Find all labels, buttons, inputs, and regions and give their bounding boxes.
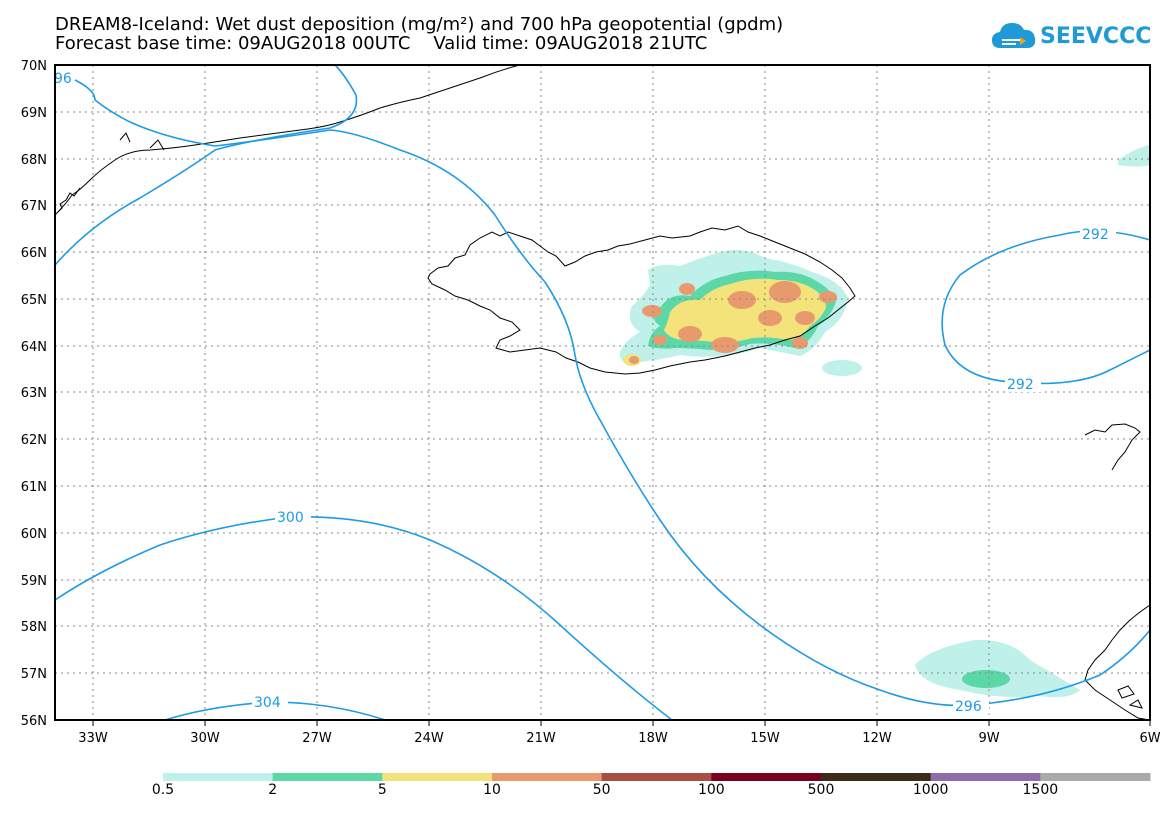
iceland-coast	[427, 225, 856, 375]
colorbar-swatch	[930, 773, 1041, 781]
lon-label: 6W	[1139, 731, 1160, 746]
colorbar-label: 50	[592, 782, 611, 798]
logo-text: SEEVCCC	[1040, 24, 1152, 49]
lon-label: 27W	[302, 731, 332, 746]
longitude-labels: 33W 30W 27W 24W 21W 18W 15W 12W 9W 6W	[78, 731, 1160, 746]
lat-label: 66N	[21, 246, 47, 261]
contour-label: 296	[955, 699, 982, 715]
colorbar-swatch	[601, 773, 712, 781]
lat-label: 65N	[21, 293, 47, 308]
lon-label: 15W	[750, 731, 780, 746]
map-title: DREAM8-Iceland: Wet dust deposition (mg/…	[55, 14, 784, 35]
lat-label: 59N	[21, 574, 47, 589]
contour-label: 304	[254, 695, 281, 711]
lon-label: 24W	[414, 731, 444, 746]
coastlines	[54, 64, 1151, 721]
contour-label: 292	[1082, 227, 1109, 243]
colorbar-label: 2	[268, 782, 278, 798]
colorbar-swatch	[821, 773, 932, 781]
lat-label: 69N	[21, 106, 47, 121]
greenland-coast	[54, 64, 521, 216]
colorbar-label: 0.5	[151, 782, 175, 798]
lat-label: 57N	[21, 667, 47, 682]
faroe-shetland-coast	[1084, 423, 1141, 471]
cloud-logo-icon	[992, 23, 1036, 48]
lon-label: 9W	[978, 731, 999, 746]
lat-label: 62N	[21, 433, 47, 448]
contour-label: 292	[1007, 377, 1034, 393]
lon-label: 12W	[862, 731, 892, 746]
lat-label: 67N	[21, 199, 47, 214]
colorbar-label: 500	[807, 782, 835, 798]
lon-label: 33W	[78, 731, 108, 746]
latitude-labels: 70N 69N 68N 67N 66N 65N 64N 63N 62N 61N …	[21, 59, 47, 729]
colorbar-swatch	[711, 773, 822, 781]
colorbar-swatch	[272, 773, 383, 781]
contour-labels: 96 292 292 300 304 296	[52, 68, 1116, 715]
dust-deposition-shading	[619, 145, 1150, 698]
colorbar-swatch	[492, 773, 603, 781]
geopotential-contours	[54, 64, 1151, 721]
lat-label: 64N	[21, 340, 47, 355]
colorbar-swatch	[382, 773, 493, 781]
colorbar	[163, 773, 1151, 781]
map-frame	[54, 64, 1151, 721]
colorbar-swatch	[1040, 773, 1151, 781]
lon-label: 21W	[526, 731, 556, 746]
lat-label: 58N	[21, 620, 47, 635]
lat-label: 68N	[21, 153, 47, 168]
axis-ticks	[92, 720, 1151, 726]
lat-label: 70N	[21, 59, 47, 74]
colorbar-label: 1500	[1022, 782, 1059, 798]
contour-label: 300	[277, 510, 304, 526]
contour-label: 96	[54, 71, 72, 87]
scotland-coast	[1084, 604, 1151, 721]
colorbar-label: 5	[377, 782, 387, 798]
lon-label: 30W	[190, 731, 220, 746]
colorbar-swatch	[163, 773, 274, 781]
graticule-grid	[55, 65, 1150, 720]
lon-label: 18W	[638, 731, 668, 746]
seevccc-logo: SEEVCCC	[990, 18, 1152, 58]
lat-label: 60N	[21, 527, 47, 542]
colorbar-label: 100	[697, 782, 725, 798]
lat-label: 61N	[21, 480, 47, 495]
colorbar-label: 10	[483, 782, 501, 798]
colorbar-label: 1000	[912, 782, 949, 798]
lat-label: 63N	[21, 386, 47, 401]
lat-label: 56N	[21, 714, 47, 729]
map-subtitle: Forecast base time: 09AUG2018 00UTC Vali…	[55, 33, 708, 54]
